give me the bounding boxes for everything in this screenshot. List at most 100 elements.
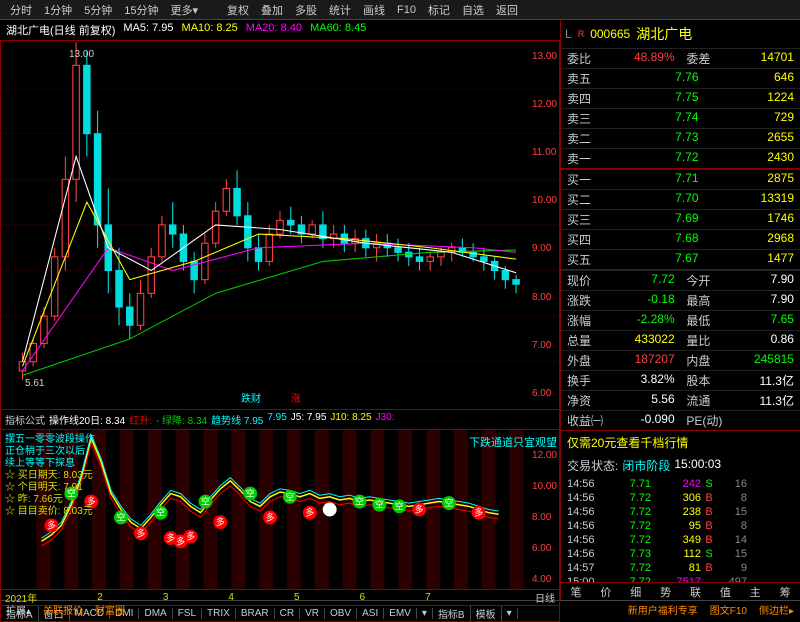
order-row: 买二7.7013319 — [561, 189, 800, 209]
label-zhang: 涨 — [291, 390, 301, 405]
order-row: 买一7.712875 — [561, 169, 800, 189]
menu-统计[interactable]: 统计 — [323, 2, 357, 18]
tab-BRAR[interactable]: BRAR — [236, 608, 275, 619]
detail-row: 涨幅-2.28%最低7.65 — [561, 310, 800, 330]
menu-复权[interactable]: 复权 — [221, 2, 255, 18]
tab-VR[interactable]: VR — [300, 608, 325, 619]
menu-多股[interactable]: 多股 — [289, 2, 323, 18]
chart-header: 湖北广电(日线 前复权) MA5: 7.95 MA10: 8.25 MA20: … — [0, 20, 560, 40]
svg-text:+: + — [327, 504, 332, 514]
order-row: 卖五7.76646 — [561, 68, 800, 88]
detail-row: 净资5.56流通11.3亿 — [561, 390, 800, 410]
prefix-l: L — [565, 27, 572, 41]
menu-画线[interactable]: 画线 — [357, 2, 391, 18]
menu-更多▾[interactable]: 更多▾ — [165, 2, 205, 18]
svg-text:多: 多 — [136, 527, 145, 538]
svg-text:多: 多 — [47, 519, 56, 530]
order-row: 卖三7.74729 — [561, 108, 800, 128]
stock-code: 000665 — [590, 27, 630, 41]
svg-text:空: 空 — [395, 500, 404, 511]
tab-OBV[interactable]: OBV — [325, 608, 357, 619]
ma10-label: MA10: 8.25 — [182, 22, 238, 38]
rtab-势[interactable]: 势 — [660, 584, 671, 600]
main-chart[interactable]: 13.0012.0011.0010.009.008.007.006.00 13.… — [0, 40, 560, 410]
sub-right-text: 下跌通道只宜观望 — [469, 434, 557, 450]
low-annotation: 5.61 — [25, 378, 44, 389]
order-row: 卖四7.751224 — [561, 88, 800, 108]
ma20-label: MA20: 8.40 — [246, 22, 302, 38]
rtab-细[interactable]: 细 — [630, 584, 641, 600]
chart-title: 湖北广电(日线 前复权) — [6, 22, 115, 38]
menu-F10[interactable]: F10 — [391, 4, 422, 16]
menu-5分钟[interactable]: 5分钟 — [78, 2, 118, 18]
trade-row: 15:007.727517497 — [561, 575, 800, 582]
tab-ASI[interactable]: ASI — [357, 608, 384, 619]
tab-模板[interactable]: 模板 — [471, 606, 502, 621]
svg-text:空: 空 — [444, 497, 453, 508]
rtab-主[interactable]: 主 — [750, 584, 761, 600]
tab-▾[interactable]: ▾ — [502, 608, 518, 619]
rtab-联[interactable]: 联 — [690, 584, 701, 600]
svg-text:空: 空 — [246, 487, 255, 498]
menu-1分钟[interactable]: 1分钟 — [38, 2, 78, 18]
trade-row: 14:567.72349B14 — [561, 533, 800, 547]
promo-text[interactable]: 仅需20元查看千档行情 — [561, 430, 800, 454]
label-die: 跌财 — [241, 390, 261, 405]
rtab-值[interactable]: 值 — [720, 584, 731, 600]
detail-row: 现价7.72今开7.90 — [561, 270, 800, 290]
detail-row: 涨跌-0.18最高7.90 — [561, 290, 800, 310]
svg-text:多: 多 — [186, 530, 195, 541]
tab-FSL[interactable]: FSL — [173, 608, 202, 619]
menu-标记[interactable]: 标记 — [422, 2, 456, 18]
rtab-笔[interactable]: 笔 — [570, 584, 581, 600]
trade-row: 14:567.7295B8 — [561, 519, 800, 533]
tab-CR[interactable]: CR — [275, 608, 300, 619]
right-tabs: 笔价细势联值主筹 — [561, 582, 800, 600]
ma5-label: MA5: 7.95 — [123, 22, 173, 38]
tab-DMA[interactable]: DMA — [139, 608, 172, 619]
trade-row: 14:567.72238B15 — [561, 505, 800, 519]
stock-title: L R 000665 湖北广电 — [561, 20, 800, 48]
high-annotation: 13.00 — [69, 49, 94, 60]
ratio-row: 委比48.89% 委差14701 — [561, 48, 800, 68]
svg-text:空: 空 — [117, 511, 126, 522]
menu-自选[interactable]: 自选 — [456, 2, 490, 18]
detail-row: 外盘187207内盘245815 — [561, 350, 800, 370]
trade-list: 14:567.71242S1614:567.72306B814:567.7223… — [561, 477, 800, 582]
menu-分时[interactable]: 分时 — [4, 2, 38, 18]
menu-叠加[interactable]: 叠加 — [255, 2, 289, 18]
stock-name: 湖北广电 — [636, 24, 692, 44]
prefix-r: R — [578, 29, 585, 39]
detail-row: 换手3.82%股本11.3亿 — [561, 370, 800, 390]
svg-text:多: 多 — [415, 503, 424, 514]
menu-15分钟[interactable]: 15分钟 — [118, 2, 164, 18]
order-row: 买四7.682968 — [561, 229, 800, 249]
tab-TRIX[interactable]: TRIX — [202, 608, 236, 619]
indicator-header: 指标公式操作线20日: 8.34红升:- 绿降: 8.34趋势线 7.957.9… — [0, 410, 560, 430]
svg-text:多: 多 — [216, 516, 225, 527]
menu-返回[interactable]: 返回 — [490, 2, 524, 18]
tab-▾[interactable]: ▾ — [417, 608, 433, 619]
svg-text:空: 空 — [156, 507, 165, 518]
trade-row: 14:567.72306B8 — [561, 491, 800, 505]
top-menu: 分时1分钟5分钟15分钟更多▾ 复权叠加多股统计画线F10标记自选返回 — [0, 0, 800, 20]
rtab-价[interactable]: 价 — [600, 584, 611, 600]
tab-指标B[interactable]: 指标B — [433, 606, 471, 621]
svg-text:空: 空 — [285, 491, 294, 502]
svg-text:多: 多 — [305, 507, 314, 518]
trade-row: 14:567.71242S16 — [561, 477, 800, 491]
order-row: 卖一7.722430 — [561, 148, 800, 168]
svg-text:空: 空 — [355, 495, 364, 506]
order-row: 买三7.691746 — [561, 209, 800, 229]
order-row: 卖二7.732655 — [561, 128, 800, 148]
svg-text:多: 多 — [266, 511, 275, 522]
svg-text:多: 多 — [474, 507, 483, 518]
tab-EMV[interactable]: EMV — [384, 608, 417, 619]
trade-row: 14:577.7281B9 — [561, 561, 800, 575]
ma60-label: MA60: 8.45 — [310, 22, 366, 38]
rtab-筹[interactable]: 筹 — [780, 584, 791, 600]
svg-text:空: 空 — [375, 499, 384, 510]
sub-chart[interactable]: 多空多空多空多多多空多空多空多+空空空多空多 摆五一零零波段操作正仓稍于三次以后… — [0, 430, 560, 590]
order-row: 买五7.671477 — [561, 249, 800, 269]
svg-text:空: 空 — [201, 495, 210, 506]
